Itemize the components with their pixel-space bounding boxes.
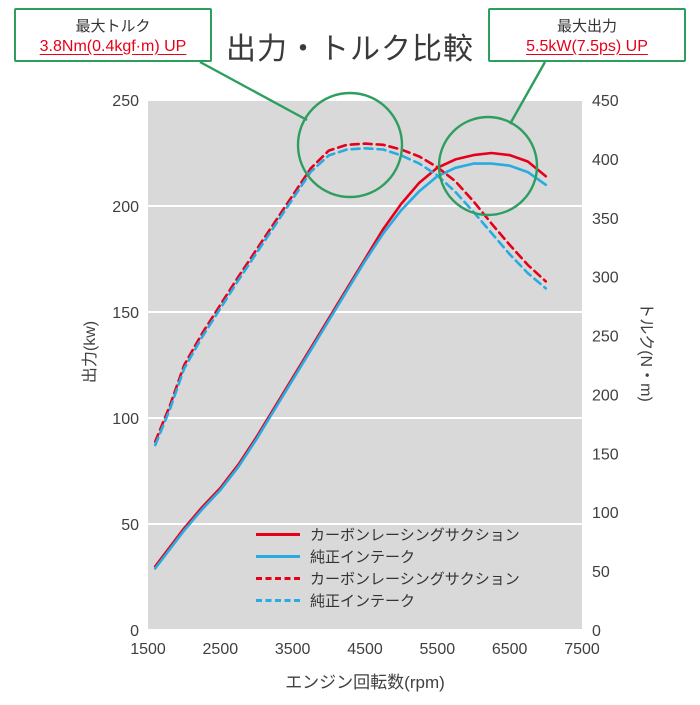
y-right-tick-label: 0: [592, 623, 601, 640]
y-left-tick-label: 50: [121, 517, 139, 534]
y-right-tick-label: 450: [592, 93, 619, 110]
x-tick-label: 6500: [492, 641, 528, 658]
y-left-tick-label: 200: [112, 199, 139, 216]
y-right-tick-label: 400: [592, 152, 619, 169]
max-power-value: 5.5kW(7.5ps) UP: [526, 37, 648, 55]
x-tick-label: 1500: [130, 641, 166, 658]
max-power-connector-line: [508, 61, 547, 125]
legend-item-power-carbon: カーボンレーシングサクション: [256, 525, 520, 544]
y-right-tick-label: 50: [592, 564, 610, 581]
x-tick-label: 7500: [564, 641, 600, 658]
y-axis-right-title: トルク(N・m): [637, 302, 654, 402]
y-right-tick-label: 350: [592, 211, 619, 228]
y-left-tick-label: 150: [112, 305, 139, 322]
legend-swatch-solid-red: [256, 532, 300, 536]
max-torque-connector-line: [199, 60, 308, 122]
legend-label: カーボンレーシングサクション: [310, 570, 520, 588]
series-line-2: [153, 142, 548, 443]
x-tick-label: 2500: [203, 641, 239, 658]
x-tick-label: 3500: [275, 641, 311, 658]
plot-area: [148, 100, 582, 630]
legend: カーボンレーシングサクション 純正インテーク カーボンレーシングサクション 純正…: [256, 525, 520, 610]
legend-swatch-dashed-blue: [256, 598, 300, 602]
y-left-tick-label: 0: [130, 623, 139, 640]
max-torque-title: 最大トルク: [75, 17, 151, 35]
y-axis-left-title: 出力(kw): [82, 320, 99, 384]
legend-swatch-dashed-red: [256, 576, 300, 580]
y-right-tick-label: 100: [592, 505, 619, 522]
max-torque-highlight-circle: [296, 91, 404, 199]
y-right-tick-label: 200: [592, 387, 619, 404]
max-torque-callout: 最大トルク 3.8Nm(0.4kgf·m) UP: [14, 8, 212, 62]
legend-item-torque-stock: 純正インテーク: [256, 591, 520, 610]
max-power-callout: 最大出力 5.5kW(7.5ps) UP: [488, 8, 686, 62]
max-power-title: 最大出力: [556, 17, 617, 35]
legend-item-torque-carbon: カーボンレーシングサクション: [256, 569, 520, 588]
y-left-tick-label: 250: [112, 93, 139, 110]
y-right-tick-label: 150: [592, 446, 619, 463]
x-tick-label: 4500: [347, 641, 383, 658]
y-right-tick-label: 300: [592, 270, 619, 287]
page-title: 出力・トルク比較: [226, 33, 474, 66]
series-line-1: [153, 162, 548, 570]
x-tick-label: 5500: [420, 641, 456, 658]
y-right-tick-label: 250: [592, 329, 619, 346]
legend-label: カーボンレーシングサクション: [310, 526, 520, 544]
legend-label: 純正インテーク: [310, 548, 416, 566]
x-axis-title: エンジン回転数(rpm): [285, 673, 445, 692]
legend-label: 純正インテーク: [310, 592, 416, 610]
legend-swatch-solid-blue: [256, 554, 300, 558]
max-power-highlight-circle: [437, 115, 539, 217]
max-torque-value: 3.8Nm(0.4kgf·m) UP: [39, 37, 187, 55]
legend-item-power-stock: 純正インテーク: [256, 547, 520, 566]
y-left-tick-label: 100: [112, 411, 139, 428]
series-line-3: [153, 147, 548, 447]
